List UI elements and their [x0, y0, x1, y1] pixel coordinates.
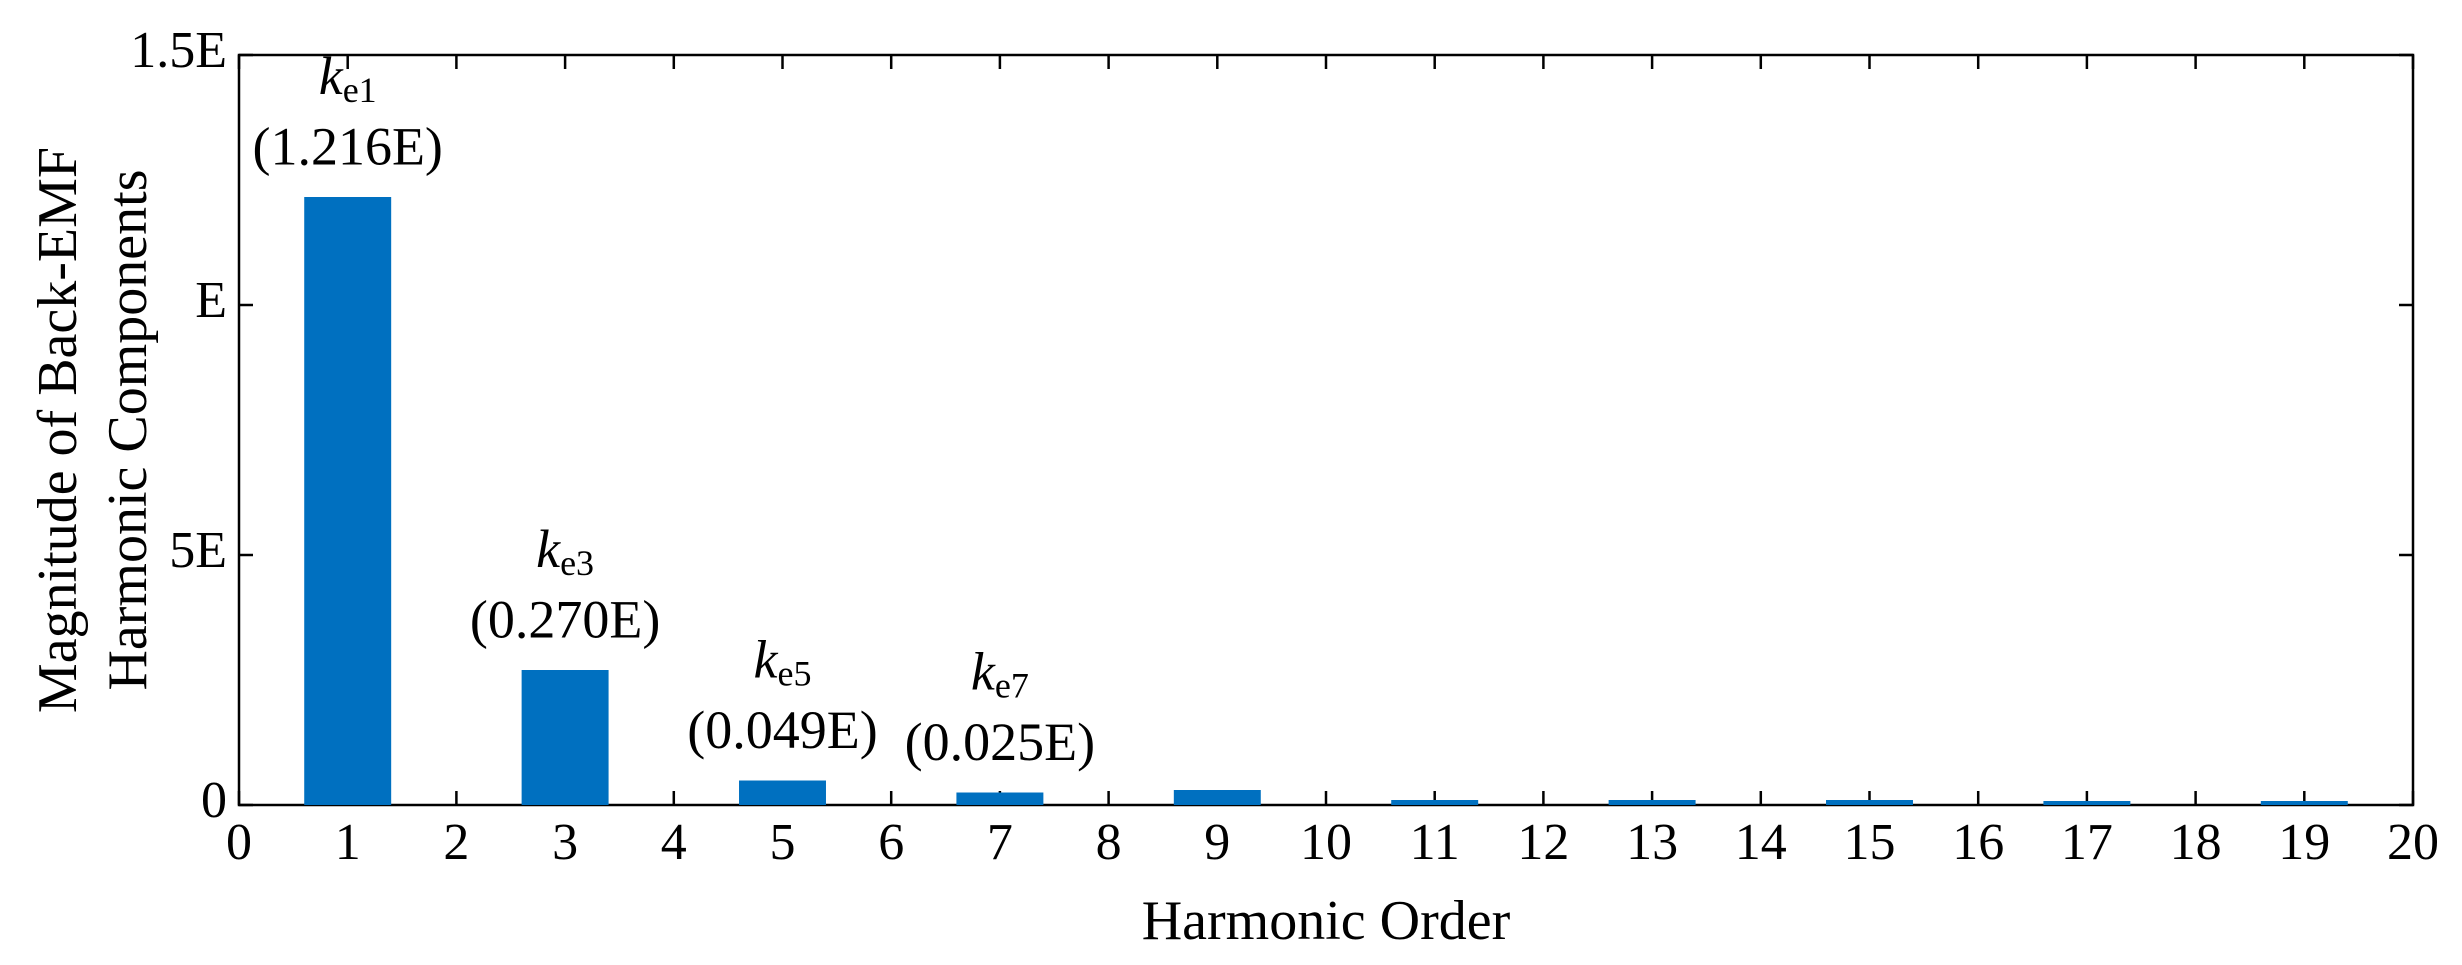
- x-tick-label: 7: [987, 814, 1013, 871]
- annotation-symbol: k: [319, 46, 344, 106]
- y-axis-title: Harmonic Components: [97, 169, 159, 690]
- x-tick-label: 18: [2170, 814, 2222, 871]
- annotation: ke5: [754, 630, 812, 694]
- bar: [2260, 801, 2348, 805]
- value-label: (0.049E): [687, 700, 877, 760]
- x-tick-label: 14: [1735, 814, 1787, 871]
- x-tick-label: 9: [1204, 814, 1230, 871]
- x-tick-label: 11: [1410, 814, 1460, 871]
- bar: [1826, 800, 1913, 805]
- bar: [521, 670, 609, 805]
- x-tick-label: 5: [770, 814, 796, 871]
- annotation-symbol: k: [536, 519, 561, 579]
- bar: [2043, 801, 2131, 805]
- annotation: ke1: [319, 46, 377, 110]
- x-tick-label: 13: [1626, 814, 1678, 871]
- x-tick-label: 20: [2387, 814, 2439, 871]
- bar: [1608, 800, 1696, 805]
- x-tick-label: 16: [1952, 814, 2004, 871]
- bar: [1391, 800, 1479, 805]
- y-tick-label: E: [195, 272, 227, 329]
- annotation: ke3: [536, 519, 594, 583]
- annotation-subscript: e1: [343, 70, 377, 110]
- bar: [739, 780, 826, 805]
- annotation-subscript: e7: [995, 666, 1029, 706]
- bar: [304, 197, 392, 805]
- x-tick-label: 6: [878, 814, 904, 871]
- x-axis-title: Harmonic Order: [1142, 890, 1511, 952]
- bar: [956, 792, 1044, 805]
- y-tick-label: 5E: [169, 522, 227, 579]
- x-tick-label: 8: [1096, 814, 1122, 871]
- x-tick-label: 17: [2061, 814, 2113, 871]
- annotation-subscript: e3: [560, 543, 594, 583]
- x-tick-label: 10: [1300, 814, 1352, 871]
- annotation-symbol: k: [971, 642, 996, 702]
- x-tick-label: 19: [2278, 814, 2330, 871]
- x-tick-label: 0: [226, 814, 252, 871]
- x-tick-label: 15: [1844, 814, 1896, 871]
- x-tick-label: 2: [443, 814, 469, 871]
- y-tick-label: 1.5E: [130, 22, 227, 79]
- x-tick-label: 12: [1517, 814, 1569, 871]
- bar: [1173, 790, 1261, 805]
- value-label: (1.216E): [252, 116, 442, 176]
- y-axis-title: Magnitude of Back-EMF: [27, 147, 89, 713]
- y-tick-label: 0: [201, 772, 227, 829]
- value-label: (0.025E): [905, 712, 1095, 772]
- x-tick-label: 4: [661, 814, 687, 871]
- x-tick-label: 3: [552, 814, 578, 871]
- annotation-subscript: e5: [777, 654, 811, 694]
- annotation-symbol: k: [754, 630, 779, 690]
- x-tick-label: 1: [335, 814, 361, 871]
- value-label: (0.270E): [470, 589, 660, 649]
- annotation: ke7: [971, 642, 1029, 706]
